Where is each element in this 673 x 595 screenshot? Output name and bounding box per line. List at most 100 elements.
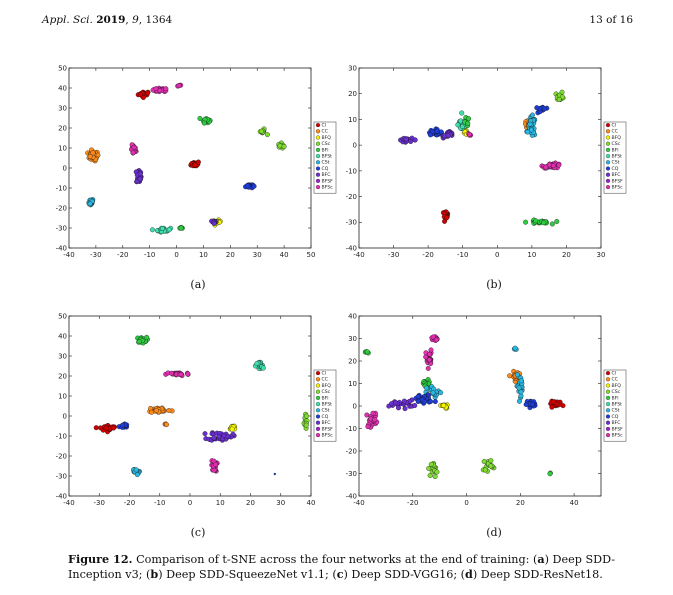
legend-label: BFSt [612, 402, 623, 408]
journal-year: 2019 [96, 14, 126, 26]
tsne-plot-vgg16: -40 -30 -20 -10 0 10 20 30 40 -40 -30 -20 -10 0 10 20 30… [56, 312, 337, 507]
y-tick-label: 0 [63, 412, 67, 420]
legend-marker [315, 154, 321, 159]
scatter-point [551, 399, 557, 405]
scatter-point [192, 162, 198, 168]
scatter-point [137, 171, 143, 177]
scatter-point [427, 351, 433, 357]
legend-marker [605, 426, 611, 431]
y-tick-label: 20 [348, 357, 357, 365]
legend-label: CQ [322, 166, 329, 172]
scatter-point [550, 163, 556, 169]
scatter-point [412, 137, 418, 143]
legend-marker [315, 408, 321, 413]
article-number: 1364 [145, 14, 173, 26]
scatter-point [393, 400, 399, 406]
scatter-point [136, 339, 142, 345]
legend-label: BFl [612, 147, 619, 153]
scatter-point [516, 385, 522, 391]
y-tick-label: -20 [346, 193, 357, 201]
legend-label: CQ [322, 414, 329, 420]
scatter-point [149, 227, 155, 233]
y-tick-label: -30 [346, 470, 357, 478]
scatter-point [415, 398, 421, 404]
scatter-point [87, 153, 93, 159]
scatter-point [260, 365, 266, 371]
caption-d-label: d [465, 567, 473, 581]
legend-marker [605, 172, 611, 177]
x-tick-label: 20 [516, 499, 525, 507]
y-tick-label: 20 [348, 90, 357, 98]
caption-a-text: ) Deep SDD-Inception v3; ( [68, 553, 616, 581]
scatter-point [163, 86, 169, 92]
scatter-point [211, 220, 217, 226]
y-tick-label: 30 [348, 335, 357, 343]
scatter-point [201, 120, 207, 126]
scatter-point [422, 399, 428, 405]
legend-label: CC [322, 377, 328, 383]
legend-label: CSc [322, 141, 331, 147]
scatter-point [444, 215, 450, 221]
scatter-point [277, 143, 283, 149]
scatter-point [281, 144, 287, 150]
scatter-point [430, 334, 436, 340]
legend-label: BFQ [322, 383, 332, 389]
y-tick-label: 30 [348, 64, 357, 72]
scatter-point [434, 128, 440, 134]
y-tick-label: -20 [56, 452, 67, 460]
scatter-point [401, 398, 407, 404]
y-tick-label: 10 [348, 116, 357, 124]
legend-marker [605, 433, 611, 438]
scatter-point [428, 399, 434, 404]
scatter-point [534, 105, 540, 111]
legend-label: BFl [322, 147, 329, 153]
y-tick-label: 30 [58, 104, 67, 112]
y-tick-label: 0 [63, 164, 67, 172]
caption-figure-number: Figure 12. [68, 552, 133, 566]
scatter-point [251, 183, 257, 189]
y-tick-label: 20 [58, 124, 67, 132]
caption-c-text: ) Deep SDD-VGG16; ( [343, 568, 466, 581]
legend-marker [315, 389, 321, 394]
legend-marker [605, 123, 611, 128]
scatter-point [140, 94, 146, 100]
x-tick-label: 10 [527, 251, 536, 259]
scatter-point [481, 458, 487, 464]
y-tick-label: -30 [56, 472, 67, 480]
scatter-point [426, 357, 432, 363]
legend-label: BFQ [612, 383, 622, 389]
scatter-point [488, 458, 494, 464]
scatter-point [423, 354, 429, 360]
scatter-point [541, 220, 547, 226]
x-tick-label: 0 [495, 251, 499, 259]
legend-marker [315, 383, 321, 388]
scatter-point [259, 128, 265, 134]
scatter-point [445, 132, 451, 138]
y-tick-label: 40 [58, 332, 67, 340]
legend-label: BFSc [322, 185, 334, 191]
scatter-point [153, 407, 159, 413]
plot-frame [68, 67, 312, 249]
legend-marker [605, 377, 611, 382]
x-tick-label: -20 [407, 499, 418, 507]
legend-marker [605, 141, 611, 146]
x-tick-label: -40 [63, 251, 74, 259]
y-tick-label: -10 [346, 167, 357, 175]
scatter-point [523, 219, 529, 225]
scatter-point [432, 474, 438, 480]
scatter-point [459, 110, 465, 116]
y-tick-label: -20 [56, 204, 67, 212]
scatter-point [518, 389, 524, 395]
scatter-point [103, 425, 109, 431]
panel-label-b: (b) [486, 278, 502, 291]
legend-label: CC [612, 129, 618, 135]
scatter-point [98, 425, 103, 431]
y-tick-label: -30 [56, 224, 67, 232]
legend-marker [605, 147, 611, 152]
legend-marker [605, 408, 611, 413]
x-tick-label: -10 [154, 499, 165, 507]
scatter-point [441, 402, 447, 408]
scatter-point [176, 83, 182, 89]
scatter-point [512, 345, 518, 351]
scatter-point [169, 370, 174, 376]
